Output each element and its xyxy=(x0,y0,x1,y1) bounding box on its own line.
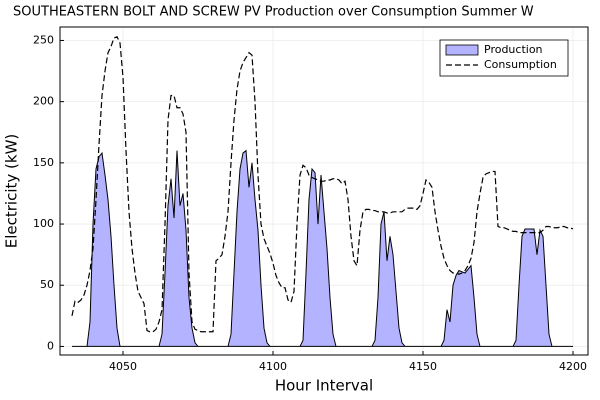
x-tick-label: 4100 xyxy=(259,360,287,373)
y-tick-label: 50 xyxy=(40,278,54,291)
y-tick-label: 250 xyxy=(33,33,54,46)
legend-swatch xyxy=(445,44,479,56)
x-axis-label: Hour Interval xyxy=(275,377,373,395)
y-tick-label: 0 xyxy=(47,339,54,352)
plot-frame xyxy=(59,26,589,356)
consumption-line xyxy=(71,36,574,333)
y-tick-label: 200 xyxy=(33,95,54,108)
production-area xyxy=(72,149,573,347)
y-tick-label: 100 xyxy=(33,217,54,230)
x-tick-label: 4150 xyxy=(409,360,437,373)
y-tick-label: 150 xyxy=(33,156,54,169)
legend-label: Consumption xyxy=(484,58,557,71)
legend-box xyxy=(439,39,569,77)
x-tick-label: 4200 xyxy=(559,360,587,373)
x-tick-label: 4050 xyxy=(109,360,137,373)
chart-title: SOUTHEASTERN BOLT AND SCREW PV Productio… xyxy=(13,5,534,20)
y-axis-label: Electricity (kW) xyxy=(3,134,21,249)
legend-label: Production xyxy=(484,43,543,56)
